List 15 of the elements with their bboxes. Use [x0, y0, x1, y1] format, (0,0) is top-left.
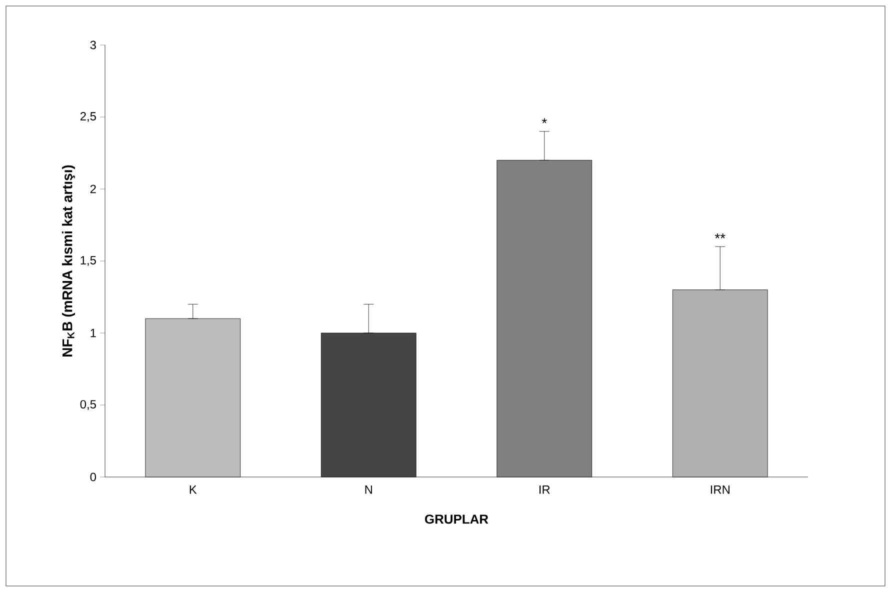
x-tick-label: IR: [540, 486, 550, 494]
x-tick-label: K: [190, 486, 197, 494]
annotation: *: [542, 118, 547, 124]
y-tick-label: 2,5: [80, 112, 96, 122]
text: NF$_{K}$B (mRNA kısmi kat artışı): [62, 165, 76, 356]
y-tick-label: 0: [90, 472, 96, 482]
y-tick-label: 1: [90, 328, 96, 338]
y-tick-label: 0,5: [80, 400, 96, 410]
x-tick-label: IRN: [710, 486, 730, 494]
x-axis-title: GRUPLAR: [425, 514, 488, 524]
annotation: **: [714, 233, 726, 238]
y-tick-label: 1,5: [80, 256, 96, 266]
x-tick-label: N: [365, 486, 372, 494]
y-tick-label: 3: [90, 40, 96, 50]
y-tick-label: 2: [90, 184, 96, 194]
